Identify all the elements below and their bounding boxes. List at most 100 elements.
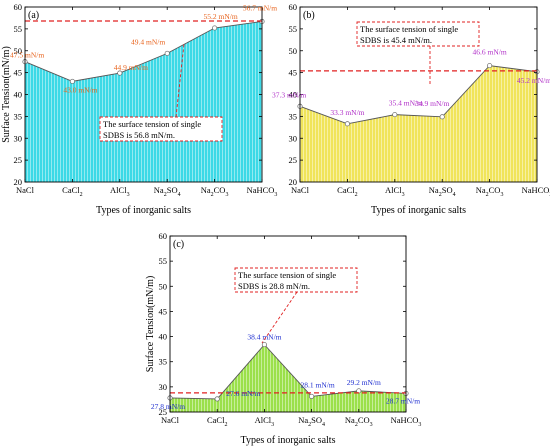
series-line <box>299 65 538 125</box>
series-area <box>25 21 262 182</box>
x-tick-label: Na2CO3 <box>201 185 229 198</box>
point-label: 44.9 mN/m <box>114 63 148 72</box>
point-label: 56.7 mN/m <box>243 3 277 12</box>
data-point <box>487 63 493 69</box>
y-tick-label: 50 <box>14 46 23 56</box>
annotation-text: SDBS is 56.8 mN/m. <box>103 130 175 140</box>
x-tick-label: CaCl2 <box>337 185 357 198</box>
y-tick-label: 35 <box>159 357 168 367</box>
annotation-text: The surface tension of single <box>103 119 201 129</box>
y-tick-label: 30 <box>289 133 298 143</box>
series-line <box>169 343 407 400</box>
chart-panel-a: 20 25 30 35 40 45 50 55 60 NaCl CaCl2 AlCl3 Na2SO4 Na… <box>1 2 277 216</box>
y-tick-label: 50 <box>289 46 298 56</box>
series-line <box>24 20 263 82</box>
x-tick-label: AlCl3 <box>255 415 275 428</box>
series-area <box>170 344 406 412</box>
y-tick-label: 60 <box>14 2 23 12</box>
point-label: 28.1 mN/m <box>301 380 335 389</box>
y-tick-label: 35 <box>14 111 23 121</box>
annotation-box <box>99 116 223 142</box>
annotation-text: The surface tension of single <box>360 24 458 34</box>
y-tick-label: 50 <box>159 281 168 291</box>
annotation-box <box>356 21 480 47</box>
y-tick-label: 20 <box>289 177 298 187</box>
point-label: 28.7 mN/m <box>386 396 420 405</box>
y-axis-label: Surface Tension(mN/m) <box>145 276 156 373</box>
data-point <box>392 112 398 118</box>
x-tick-label: Na2CO3 <box>476 185 504 198</box>
y-tick-label: 25 <box>14 155 23 165</box>
data-point <box>214 396 220 402</box>
y-tick-label: 25 <box>159 407 168 417</box>
point-label: 29.2 mN/m <box>347 378 381 387</box>
annotation-text: The surface tension of single <box>238 270 336 280</box>
x-tick-label: Na2SO4 <box>154 185 181 198</box>
y-tick-label: 25 <box>289 155 298 165</box>
data-point <box>439 114 445 120</box>
data-point <box>344 121 350 127</box>
y-axis-label: Surface Tension(mN/m) <box>1 46 12 143</box>
panel-label: (a) <box>28 10 39 21</box>
y-tick-label: 30 <box>159 382 168 392</box>
x-axis-label: Types of inorganic salts <box>371 205 466 216</box>
y-tick-label: 40 <box>14 90 23 100</box>
x-tick-label: AlCl3 <box>110 185 130 198</box>
y-tick-label: 55 <box>159 256 168 266</box>
x-tick-label: NaCl <box>161 415 180 425</box>
x-axis-label: Types of inorganic salts <box>96 205 191 216</box>
x-tick-label: CaCl2 <box>62 185 82 198</box>
x-axis-label: Types of inorganic salts <box>241 435 336 446</box>
x-tick-label: Na2SO4 <box>429 185 456 198</box>
x-tick-label: AlCl3 <box>385 185 405 198</box>
y-tick-label: 60 <box>289 2 298 12</box>
y-tick-label: 55 <box>14 24 23 34</box>
y-tick-label: 20 <box>14 177 23 187</box>
panel-label: (b) <box>303 10 315 21</box>
y-tick-label: 45 <box>14 68 23 78</box>
chart-panel-b: 20 25 30 35 40 45 50 55 60 NaCl CaCl2 AlCl3 Na2SO4 Na… <box>272 2 550 216</box>
point-label: 34.9 mN/m <box>415 99 449 108</box>
point-label: 38.4 mN/m <box>247 333 281 342</box>
annotation-leader <box>175 43 185 118</box>
x-tick-label: CaCl2 <box>207 415 227 428</box>
point-label: 33.3 mN/m <box>330 108 364 117</box>
y-tick-label: 45 <box>289 68 298 78</box>
x-tick-label: Na2SO4 <box>298 415 325 428</box>
x-tick-label: NaHCO3 <box>522 185 550 198</box>
x-tick-label: Na2CO3 <box>345 415 373 428</box>
point-label: 45.2 mN/m <box>517 76 550 85</box>
y-tick-label: 40 <box>289 90 298 100</box>
annotation-leader <box>261 291 298 344</box>
y-tick-label: 30 <box>14 133 23 143</box>
y-tick-label: 40 <box>159 332 168 342</box>
annotation-text: SDBS is 45.4 mN/m. <box>360 35 432 45</box>
data-point <box>212 25 218 31</box>
data-point <box>309 393 315 399</box>
panel-label: (c) <box>173 239 184 250</box>
y-tick-label: 45 <box>159 306 168 316</box>
x-tick-label: NaCl <box>16 185 35 195</box>
data-point <box>261 342 267 348</box>
data-point <box>164 50 170 56</box>
y-tick-label: 55 <box>289 24 298 34</box>
point-label: 27.6 mN/m <box>226 389 260 398</box>
x-tick-label: NaHCO3 <box>247 185 278 198</box>
point-label: 27.8 mN/m <box>151 402 185 411</box>
chart-panel-c: 25 30 35 40 45 50 55 60 NaCl CaCl2 AlCl3 Na2SO4 Na2C… <box>145 231 421 446</box>
point-label: 47.5 mN/m <box>10 51 44 60</box>
point-label: 37.3 mN/m <box>272 90 306 99</box>
point-label: 49.4 mN/m <box>131 37 165 46</box>
annotation-text: SDBS is 28.8 mN/m. <box>238 281 310 291</box>
data-point <box>69 78 75 84</box>
data-point <box>117 70 123 76</box>
y-tick-label: 35 <box>289 111 298 121</box>
point-label: 55.2 mN/m <box>204 12 238 21</box>
x-tick-label: NaHCO3 <box>391 415 422 428</box>
annotation-box <box>234 267 358 293</box>
point-label: 43.0 mN/m <box>63 85 97 94</box>
point-label: 35.4 mN/m <box>389 99 423 108</box>
y-tick-label: 60 <box>159 231 168 241</box>
x-tick-label: NaCl <box>291 185 310 195</box>
